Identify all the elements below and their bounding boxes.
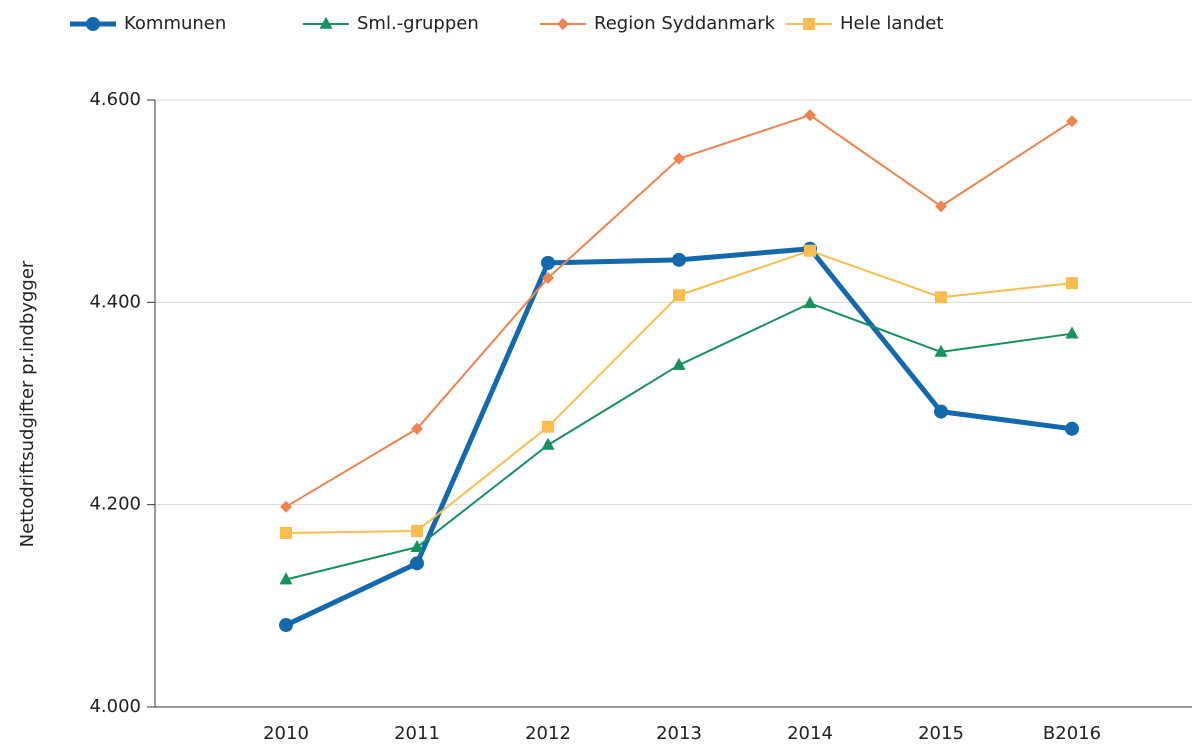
marker [1066,277,1078,290]
marker [279,572,293,585]
marker [803,18,815,30]
marker [934,404,948,419]
marker [280,500,292,513]
marker [541,437,555,450]
marker [542,420,554,433]
marker [934,344,948,357]
series-line [285,302,1073,581]
marker [673,289,685,302]
marker [673,152,685,165]
x-tick-label: 2015 [918,723,964,744]
legend-label: Hele landet [840,13,943,34]
marker [541,255,555,270]
legend-label: Sml.-gruppen [357,13,479,34]
marker [86,17,100,31]
marker [1066,115,1078,128]
marker [557,18,569,30]
marker [804,244,816,257]
marker [411,524,423,537]
marker [1065,326,1079,339]
marker [411,422,423,435]
series-line [285,114,1073,508]
marker [279,618,293,633]
marker [410,556,424,571]
marker [803,296,817,309]
y-tick-label: 4.000 [89,696,141,717]
marker [319,16,333,29]
marker [935,200,947,213]
x-tick-label: B2016 [1043,723,1101,744]
marker [542,272,554,285]
x-tick-label: 2010 [263,723,309,744]
x-tick-label: 2013 [656,723,702,744]
legend-label: Region Syddanmark [594,13,776,34]
x-tick-label: 2014 [787,723,833,744]
y-tick-label: 4.400 [89,291,141,312]
x-tick-label: 2012 [525,723,571,744]
marker [672,357,686,370]
marker [672,252,686,267]
marker [410,539,424,552]
y-tick-label: 4.200 [89,494,141,515]
marker [1065,421,1079,436]
legend-label: Kommunen [124,13,226,34]
y-axis-label: Nettodriftsudgifter pr.indbygger [17,260,38,547]
marker [935,291,947,304]
x-tick-label: 2011 [394,723,440,744]
marker [280,526,292,539]
marker [804,109,816,122]
y-tick-label: 4.600 [89,89,141,110]
